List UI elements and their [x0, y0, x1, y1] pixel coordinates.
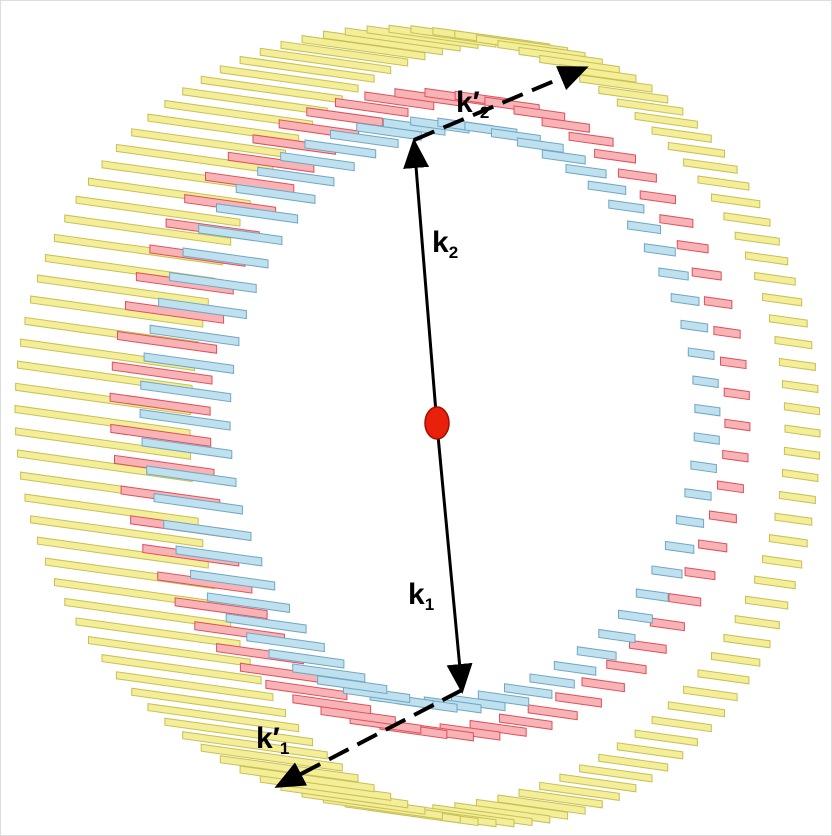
label-subscript: 1 — [425, 595, 434, 614]
center-point — [425, 407, 449, 439]
label-subscript: 1 — [280, 739, 289, 758]
label-symbol: k — [432, 226, 449, 259]
label-subscript: 2 — [449, 243, 458, 262]
diagram: k′2 k2 k1 k′1 — [0, 0, 832, 836]
label-symbol: k′ — [256, 722, 280, 755]
label-symbol: k — [408, 578, 425, 611]
label-symbol: k′ — [456, 86, 480, 119]
label-subscript: 2 — [480, 103, 489, 122]
